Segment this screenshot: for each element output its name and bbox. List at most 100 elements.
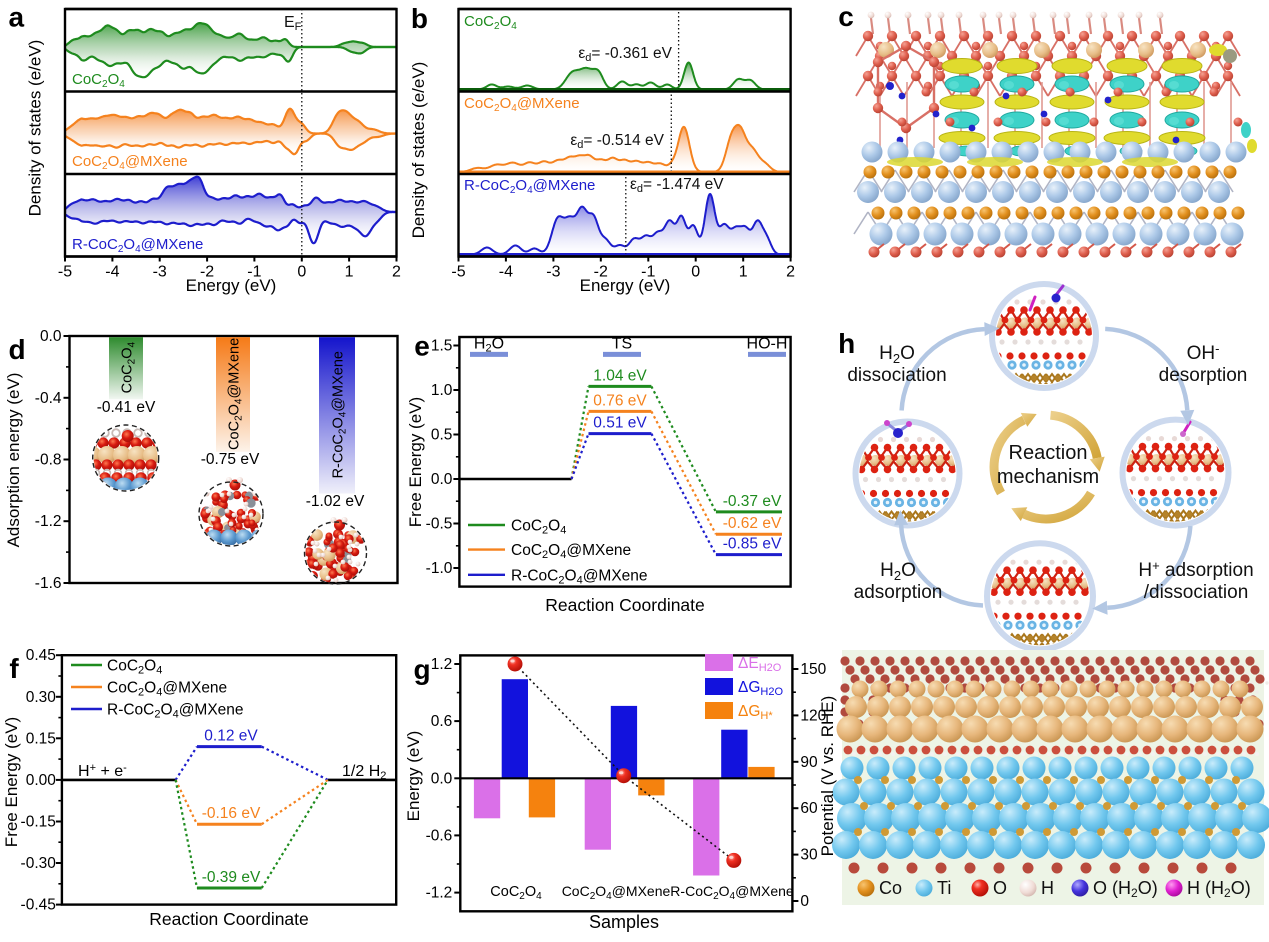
svg-text:R-CoC2​O4​@MXene: R-CoC2​O4​@MXene xyxy=(107,702,244,721)
svg-text:adsorption: adsorption xyxy=(854,582,943,603)
svg-text:-3: -3 xyxy=(546,264,560,281)
svg-text:0.12 eV: 0.12 eV xyxy=(204,728,258,745)
svg-text:CoC2​O4​: CoC2​O4​ xyxy=(107,658,162,677)
svg-text:-0.37 eV: -0.37 eV xyxy=(723,493,782,510)
svg-text:Density of states (e/eV): Density of states (e/eV) xyxy=(26,40,45,217)
svg-text:-0.16 eV: -0.16 eV xyxy=(202,805,261,822)
svg-text:CoC2​O4​: CoC2​O4​ xyxy=(120,341,138,393)
svg-text:OH-​: OH-​ xyxy=(1187,341,1220,364)
svg-text:CoC2​O4​@MXene: CoC2​O4​@MXene xyxy=(107,680,227,699)
svg-text:O: O xyxy=(993,878,1007,898)
svg-text:0.51 eV: 0.51 eV xyxy=(593,415,647,432)
svg-text:1.0: 1.0 xyxy=(431,382,453,399)
svg-text:b: b xyxy=(411,3,428,34)
svg-text:dissociation: dissociation xyxy=(847,365,946,386)
svg-text:R-CoC2​O4​@MXene: R-CoC2​O4​@MXene xyxy=(72,236,203,255)
svg-text:HO-H: HO-H xyxy=(747,336,788,353)
svg-text:-0.8: -0.8 xyxy=(35,452,62,469)
svg-text:/dissociation: /dissociation xyxy=(1144,582,1249,603)
svg-text:CoC2​O4​@MXene: CoC2​O4​@MXene xyxy=(72,153,188,172)
svg-text:H+​ + e-​: H+​ + e-​ xyxy=(78,762,127,780)
svg-text:H (H2​O): H (H2​O) xyxy=(1187,878,1251,900)
svg-text:0.30: 0.30 xyxy=(26,689,57,706)
svg-text:-0.30: -0.30 xyxy=(21,855,57,872)
svg-text:1.2: 1.2 xyxy=(431,656,453,673)
svg-text:Reaction Coordinate: Reaction Coordinate xyxy=(149,909,309,929)
svg-text:desorption: desorption xyxy=(1159,365,1248,386)
svg-text:0.6: 0.6 xyxy=(431,713,453,730)
svg-text:-0.41 eV: -0.41 eV xyxy=(97,399,156,416)
svg-text:30: 30 xyxy=(800,847,818,864)
svg-text:R-CoC2​O4​@MXene: R-CoC2​O4​@MXene xyxy=(670,883,794,902)
svg-text:0.15: 0.15 xyxy=(26,730,56,747)
svg-text:ΔEH​2​O​: ΔEH​2​O​ xyxy=(738,655,782,674)
svg-text:1.04 eV: 1.04 eV xyxy=(593,367,647,384)
svg-text:-0.5: -0.5 xyxy=(426,516,453,533)
svg-text:Potential (V vs. RHE): Potential (V vs. RHE) xyxy=(818,696,837,857)
svg-text:R-CoC2​O4​@MXene: R-CoC2​O4​@MXene xyxy=(511,567,648,586)
svg-text:0: 0 xyxy=(691,264,700,281)
svg-text:1/2 H2​: 1/2 H2​ xyxy=(342,763,386,782)
svg-text:Free Energy (eV): Free Energy (eV) xyxy=(406,397,425,527)
svg-text:H+​ adsorption: H+​ adsorption xyxy=(1138,558,1253,581)
svg-text:ΔGH*​: ΔGH*​ xyxy=(738,703,773,722)
svg-text:H2​O: H2​O xyxy=(474,336,504,355)
svg-text:εd​= -0.514 eV: εd​= -0.514 eV xyxy=(570,132,664,151)
svg-text:0.5: 0.5 xyxy=(431,427,453,444)
svg-text:120: 120 xyxy=(800,707,826,724)
svg-text:-0.45: -0.45 xyxy=(21,897,56,914)
svg-text:ΔGH​2​O​: ΔGH​2​O​ xyxy=(738,679,784,698)
svg-text:Reaction: Reaction xyxy=(1009,442,1088,464)
svg-text:0.45: 0.45 xyxy=(26,647,56,664)
svg-text:H2​O: H2​O xyxy=(880,560,916,583)
svg-text:CoC2​O4​@MXene: CoC2​O4​@MXene xyxy=(464,95,580,114)
svg-text:-0.75 eV: -0.75 eV xyxy=(201,451,260,468)
svg-text:CoC2​O4​@MXene: CoC2​O4​@MXene xyxy=(511,542,631,561)
svg-text:0: 0 xyxy=(297,264,306,281)
svg-text:O (H2​O): O (H2​O) xyxy=(1093,878,1158,900)
svg-text:-5: -5 xyxy=(58,264,72,281)
svg-text:f: f xyxy=(9,653,19,684)
svg-text:-5: -5 xyxy=(451,264,465,281)
svg-text:1.5: 1.5 xyxy=(431,338,453,355)
svg-text:-2: -2 xyxy=(200,264,214,281)
svg-text:g: g xyxy=(413,654,430,685)
svg-text:R-CoC2​O4​@MXene: R-CoC2​O4​@MXene xyxy=(464,177,595,196)
svg-text:TS: TS xyxy=(612,336,632,353)
svg-text:-0.6: -0.6 xyxy=(426,827,453,844)
svg-text:-0.39 eV: -0.39 eV xyxy=(202,869,261,886)
svg-text:Energy (eV): Energy (eV) xyxy=(580,276,671,295)
svg-text:150: 150 xyxy=(800,661,826,678)
svg-text:c: c xyxy=(838,1,854,32)
svg-text:Density of states (e/eV): Density of states (e/eV) xyxy=(409,62,428,239)
svg-text:R-CoC2​O4​@MXene: R-CoC2​O4​@MXene xyxy=(331,351,349,478)
svg-text:Reaction Coordinate: Reaction Coordinate xyxy=(545,595,705,615)
svg-text:e: e xyxy=(414,331,430,362)
svg-text:a: a xyxy=(9,2,25,33)
svg-text:Adsorption energy (eV): Adsorption energy (eV) xyxy=(4,373,23,548)
svg-text:1: 1 xyxy=(345,264,354,281)
svg-text:CoC2​O4​@MXene: CoC2​O4​@MXene xyxy=(227,338,245,450)
svg-text:Free Energy (eV): Free Energy (eV) xyxy=(2,717,21,847)
svg-text:εd​= -1.474 eV: εd​= -1.474 eV xyxy=(630,176,724,195)
svg-text:-1.6: -1.6 xyxy=(35,575,62,592)
svg-text:0.0: 0.0 xyxy=(431,471,453,488)
svg-text:-1.0: -1.0 xyxy=(426,560,453,577)
svg-text:-1.2: -1.2 xyxy=(35,513,62,530)
svg-text:-0.15: -0.15 xyxy=(21,814,56,831)
svg-text:Co: Co xyxy=(879,878,902,898)
svg-text:CoC2​O4​: CoC2​O4​ xyxy=(511,518,566,537)
svg-text:0: 0 xyxy=(800,893,809,910)
svg-text:1: 1 xyxy=(739,264,748,281)
svg-text:-1.02 eV: -1.02 eV xyxy=(306,493,365,510)
svg-text:Samples: Samples xyxy=(589,912,659,932)
svg-text:CoC2​O4​: CoC2​O4​ xyxy=(490,884,542,902)
svg-text:Ti: Ti xyxy=(937,878,951,898)
svg-text:0.00: 0.00 xyxy=(26,772,57,789)
svg-text:Energy (eV): Energy (eV) xyxy=(404,731,423,822)
svg-text:2: 2 xyxy=(392,264,401,281)
svg-text:-4: -4 xyxy=(105,264,119,281)
svg-text:-4: -4 xyxy=(499,264,513,281)
svg-text:CoC2​O4​: CoC2​O4​ xyxy=(464,13,517,32)
svg-text:mechanism: mechanism xyxy=(997,466,1099,488)
